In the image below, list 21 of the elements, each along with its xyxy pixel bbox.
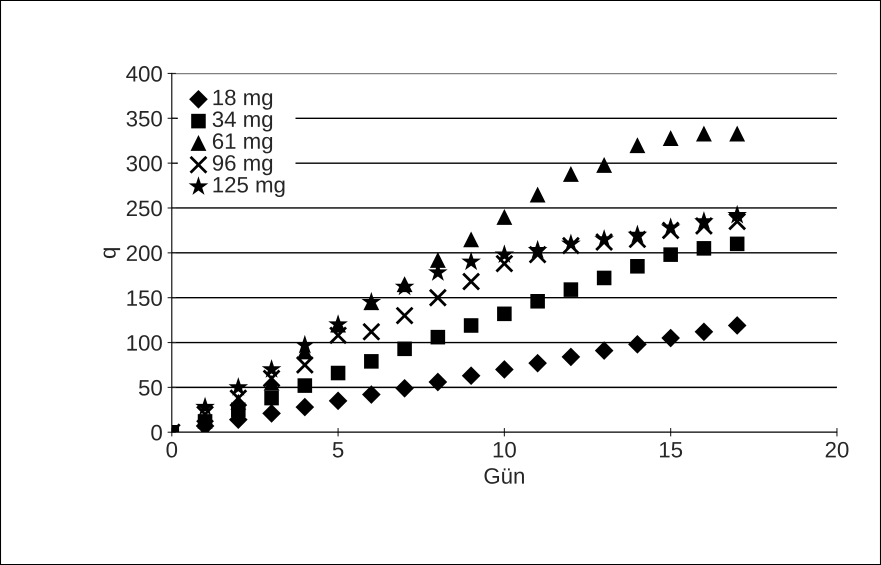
y-tick-label: 300 — [126, 156, 162, 172]
x-tick-label: 0 — [166, 442, 178, 458]
x-tick-label: 15 — [660, 442, 682, 458]
y-tick-label: 200 — [126, 245, 162, 262]
x-tick-label: 20 — [826, 442, 848, 458]
y-tick-label: 0 — [151, 424, 162, 440]
legend-label: 61 mg — [212, 133, 272, 154]
y-tick-label: 250 — [126, 200, 162, 216]
y-tick-label: 50 — [138, 380, 162, 396]
y-tick-label: 400 — [126, 66, 162, 82]
legend-label: 18 mg — [213, 90, 272, 110]
x-tick-label: 10 — [494, 442, 516, 458]
y-tick-label: 350 — [126, 110, 162, 127]
y-tick-label: 100 — [127, 335, 162, 351]
x-axis-title: Gün — [484, 468, 524, 484]
y-tick-label: 150 — [127, 290, 162, 306]
y-axis-title: q — [104, 248, 120, 258]
x-tick-label: 5 — [332, 442, 344, 458]
legend-label: 125 mg — [213, 176, 284, 198]
legend-label: 34 mg — [212, 111, 272, 132]
legend-label: 96 mg — [212, 155, 272, 176]
